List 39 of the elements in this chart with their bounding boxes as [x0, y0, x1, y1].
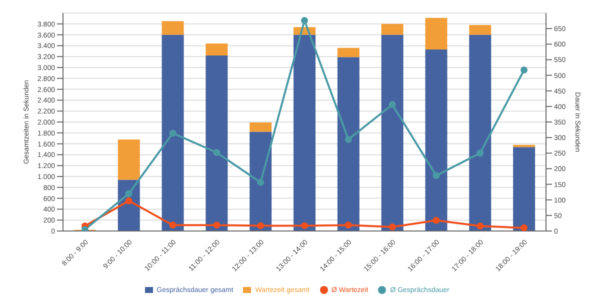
- point: [81, 226, 88, 231]
- point: [213, 222, 220, 229]
- bar: [118, 139, 140, 180]
- bar: [425, 18, 448, 50]
- point: [213, 149, 220, 156]
- point: [476, 222, 484, 230]
- bar: [337, 57, 360, 231]
- bar: [381, 34, 404, 231]
- bar: [469, 24, 492, 35]
- bar: [513, 147, 536, 231]
- bar: [250, 122, 272, 132]
- point: [520, 66, 528, 74]
- point: [257, 222, 264, 230]
- point: [432, 172, 440, 180]
- point: [476, 150, 484, 157]
- point: [432, 216, 440, 224]
- point: [388, 223, 396, 230]
- bar: [162, 34, 184, 231]
- bar: [425, 50, 448, 231]
- bar: [381, 24, 404, 35]
- bar: [337, 48, 360, 58]
- point: [169, 222, 176, 229]
- point: [301, 222, 308, 230]
- point: [125, 197, 132, 204]
- point: [301, 16, 308, 24]
- point: [257, 178, 264, 186]
- bar: [294, 34, 316, 231]
- bar: [513, 144, 536, 148]
- bar: [250, 132, 272, 231]
- point: [344, 136, 352, 143]
- point: [520, 224, 528, 231]
- point: [344, 222, 352, 229]
- point: [125, 190, 132, 198]
- bar: [206, 44, 228, 56]
- bar: [206, 56, 228, 231]
- point: [169, 130, 176, 137]
- bar: [469, 34, 492, 231]
- bar: [162, 21, 184, 35]
- point: [388, 101, 396, 108]
